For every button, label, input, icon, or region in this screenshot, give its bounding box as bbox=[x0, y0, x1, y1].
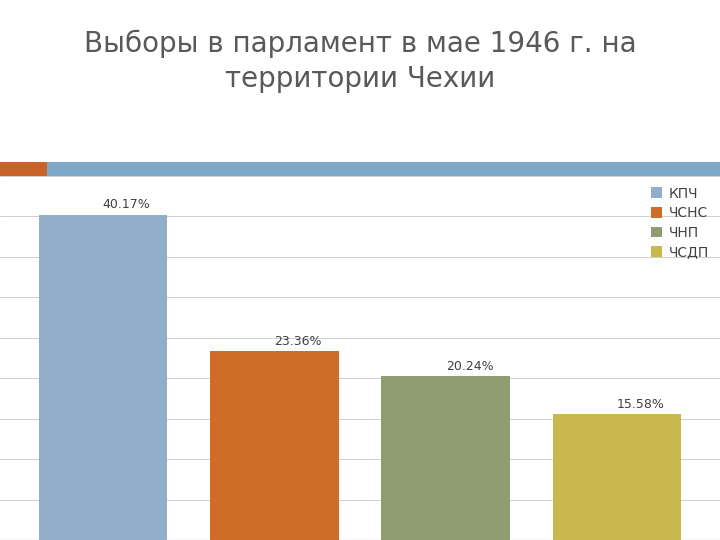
Text: 20.24%: 20.24% bbox=[446, 360, 493, 373]
Bar bbox=[553, 414, 681, 540]
Bar bbox=[0, 162, 47, 176]
Text: 23.36%: 23.36% bbox=[274, 335, 322, 348]
Text: 15.58%: 15.58% bbox=[617, 397, 665, 410]
Bar bbox=[382, 376, 510, 540]
Bar bbox=[39, 214, 167, 540]
Bar bbox=[210, 351, 338, 540]
Text: Выборы в парламент в мае 1946 г. на
территории Чехии: Выборы в парламент в мае 1946 г. на терр… bbox=[84, 30, 636, 93]
Legend: КПЧ, ЧСНС, ЧНП, ЧСДП: КПЧ, ЧСНС, ЧНП, ЧСДП bbox=[647, 183, 713, 264]
Text: 40.17%: 40.17% bbox=[103, 198, 150, 211]
